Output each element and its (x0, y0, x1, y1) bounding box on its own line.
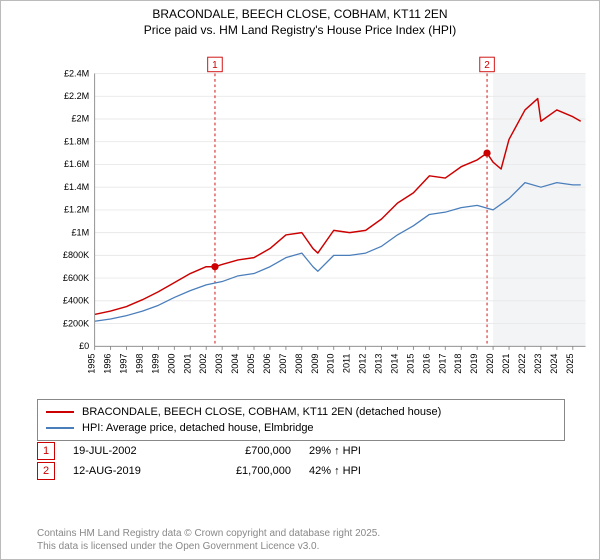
x-tick-label: 1995 (87, 354, 97, 374)
y-tick-label: £2.4M (64, 68, 89, 78)
x-tick-label: 2002 (198, 354, 208, 374)
chart-badge: 2 (484, 60, 490, 71)
y-tick-label: £0 (79, 341, 89, 351)
marker-row: 2 12-AUG-2019 £1,700,000 42% ↑ HPI (37, 461, 565, 481)
footer-line2: This data is licensed under the Open Gov… (37, 540, 565, 553)
x-tick-label: 1998 (134, 354, 144, 374)
chart-card: BRACONDALE, BEECH CLOSE, COBHAM, KT11 2E… (0, 0, 600, 560)
x-tick-label: 2013 (374, 354, 384, 374)
x-tick-label: 2023 (533, 354, 543, 374)
legend-swatch (46, 411, 74, 413)
y-tick-label: £400K (63, 296, 89, 306)
marker-pct: 42% ↑ HPI (309, 465, 419, 477)
chart-titles: BRACONDALE, BEECH CLOSE, COBHAM, KT11 2E… (1, 1, 599, 37)
x-tick-label: 2024 (549, 354, 559, 374)
marker-badge: 1 (37, 442, 55, 460)
x-tick-label: 2021 (501, 354, 511, 374)
x-tick-label: 2014 (389, 354, 399, 374)
y-tick-label: £1.8M (64, 136, 89, 146)
y-tick-label: £2.2M (64, 91, 89, 101)
legend-item: HPI: Average price, detached house, Elmb… (46, 420, 556, 436)
x-tick-label: 2019 (469, 354, 479, 374)
x-tick-label: 2003 (214, 354, 224, 374)
x-tick-label: 2016 (421, 354, 431, 374)
footer-line1: Contains HM Land Registry data © Crown c… (37, 527, 565, 540)
x-tick-label: 1999 (150, 354, 160, 374)
marker-date: 19-JUL-2002 (73, 445, 183, 457)
legend-item: BRACONDALE, BEECH CLOSE, COBHAM, KT11 2E… (46, 404, 556, 420)
marker-price: £700,000 (201, 445, 291, 457)
chart-title-line1: BRACONDALE, BEECH CLOSE, COBHAM, KT11 2E… (1, 7, 599, 21)
y-tick-label: £200K (63, 318, 89, 328)
x-tick-label: 2001 (182, 354, 192, 374)
y-tick-label: £600K (63, 273, 89, 283)
x-tick-label: 2025 (565, 354, 575, 374)
x-tick-label: 2018 (453, 354, 463, 374)
x-tick-label: 2017 (437, 354, 447, 374)
x-tick-label: 2007 (278, 354, 288, 374)
y-tick-label: £1.2M (64, 205, 89, 215)
x-tick-label: 2004 (230, 354, 240, 374)
legend-label: BRACONDALE, BEECH CLOSE, COBHAM, KT11 2E… (82, 406, 441, 418)
legend: BRACONDALE, BEECH CLOSE, COBHAM, KT11 2E… (37, 399, 565, 441)
x-tick-label: 2015 (405, 354, 415, 374)
y-tick-label: £2M (72, 114, 90, 124)
legend-swatch (46, 427, 74, 429)
y-tick-label: £1.4M (64, 182, 89, 192)
chart-svg: £0 £200K £400K £600K £800K £1M £1.2M £1.4M £1.6M… (51, 49, 591, 389)
y-tick-label: £1M (72, 227, 90, 237)
x-tick-label: 2008 (294, 354, 304, 374)
footer-attribution: Contains HM Land Registry data © Crown c… (37, 527, 565, 553)
marker-price: £1,700,000 (201, 465, 291, 477)
marker-pct: 29% ↑ HPI (309, 445, 419, 457)
x-tick-label: 2010 (326, 354, 336, 374)
y-tick-label: £800K (63, 250, 89, 260)
legend-label: HPI: Average price, detached house, Elmb… (82, 422, 314, 434)
chart-badge: 1 (212, 60, 218, 71)
y-tick-label: £1.6M (64, 159, 89, 169)
x-tick-label: 2009 (310, 354, 320, 374)
marker-row: 1 19-JUL-2002 £700,000 29% ↑ HPI (37, 441, 565, 461)
x-tick-label: 2020 (485, 354, 495, 374)
marker-table: 1 19-JUL-2002 £700,000 29% ↑ HPI 2 12-AU… (37, 441, 565, 481)
x-tick-label: 2005 (246, 354, 256, 374)
x-tick-label: 2006 (262, 354, 272, 374)
chart-plot: £0 £200K £400K £600K £800K £1M £1.2M £1.4M £1.6M… (51, 49, 591, 389)
x-tick-label: 1996 (103, 354, 113, 374)
x-tick-label: 1997 (119, 354, 129, 374)
marker-badge: 2 (37, 462, 55, 480)
marker-date: 12-AUG-2019 (73, 465, 183, 477)
chart-title-line2: Price paid vs. HM Land Registry's House … (1, 23, 599, 37)
x-tick-label: 2011 (342, 354, 352, 374)
x-tick-label: 2012 (358, 354, 368, 374)
x-tick-label: 2000 (166, 354, 176, 374)
x-tick-label: 2022 (517, 354, 527, 374)
